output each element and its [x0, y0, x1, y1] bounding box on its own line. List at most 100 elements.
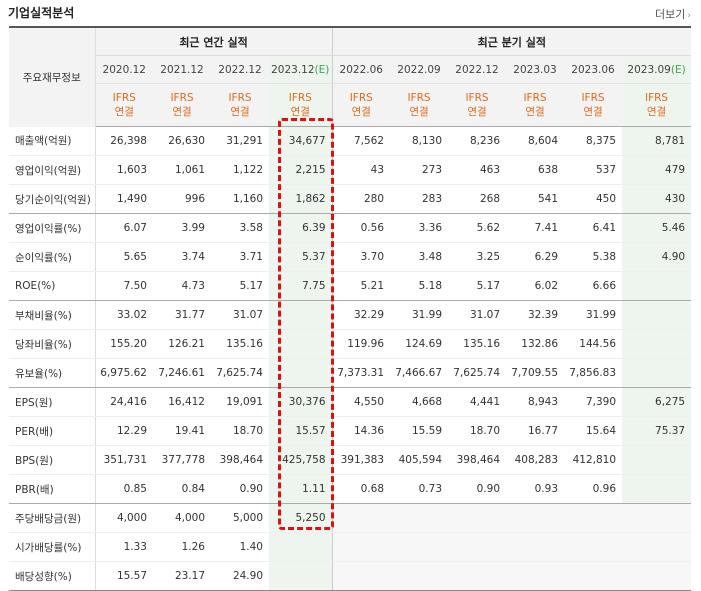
row-label: EPS(원): [9, 387, 96, 417]
value-cell: [390, 561, 449, 591]
value-cell: 0.56: [332, 213, 391, 243]
value-cell: 8,236: [448, 126, 507, 156]
period-label: 2023.03: [513, 63, 557, 76]
financial-summary-table: 주요재무정보 최근 연간 실적 최근 분기 실적 2020.12 2021.12 2…: [9, 26, 692, 591]
value-cell: 1.11: [269, 474, 333, 504]
value-cell: 16.77: [506, 416, 565, 446]
value-cell: 4.73: [153, 271, 211, 301]
value-cell: 1.40: [211, 532, 269, 562]
value-cell: 398,464: [448, 445, 507, 475]
value-cell: 7,373.31: [332, 358, 391, 388]
value-cell: 0.84: [153, 474, 211, 504]
value-cell: 412,810: [564, 445, 623, 475]
value-cell: 479: [622, 155, 692, 185]
value-cell: 0.90: [448, 474, 507, 504]
value-cell: 7,709.55: [506, 358, 565, 388]
value-cell: 0.85: [95, 474, 153, 504]
value-cell: 12.29: [95, 416, 153, 446]
consolidated-label: 연결: [467, 106, 487, 118]
ifrs-standard: IFRS: [645, 92, 669, 104]
period-header: 2023.03: [506, 55, 565, 84]
value-cell: 135.16: [211, 329, 269, 359]
period-label: 2021.12: [160, 63, 204, 76]
row-label: 순이익률(%): [9, 242, 96, 272]
ifrs-label: IFRS 연결: [211, 83, 269, 127]
value-cell: 6.66: [564, 271, 623, 301]
consolidated-label: 연결: [351, 106, 371, 118]
table-row: PER(배) 12.29 19.41 18.70 15.57 14.36 15.59 18.7…: [9, 416, 692, 446]
value-cell: [622, 445, 692, 475]
table-row: 당좌비율(%) 155.20 126.21 135.16 119.96 124.69 135…: [9, 329, 692, 359]
value-cell: 408,283: [506, 445, 565, 475]
value-cell: 15.57: [269, 416, 333, 446]
value-cell: [506, 561, 565, 591]
period-header: 2021.12: [153, 55, 211, 84]
value-cell: 5.65: [95, 242, 153, 272]
value-cell: 0.96: [564, 474, 623, 504]
section-title: 기업실적분석: [8, 6, 75, 20]
more-link[interactable]: 더보기 ›: [655, 6, 691, 22]
value-cell: [564, 561, 623, 591]
value-cell: 5,000: [211, 503, 269, 533]
value-cell: 15.59: [390, 416, 449, 446]
value-cell: 2,215: [269, 155, 333, 185]
value-cell: 26,398: [95, 126, 153, 156]
value-cell: [564, 503, 623, 533]
value-cell: 391,383: [332, 445, 391, 475]
value-cell: 405,594: [390, 445, 449, 475]
value-cell: 1.26: [153, 532, 211, 562]
value-cell: 26,630: [153, 126, 211, 156]
period-header: 2020.12: [95, 55, 153, 84]
value-cell: 377,778: [153, 445, 211, 475]
estimate-marker: (E): [314, 63, 330, 76]
table-row: 주당배당금(원) 4,000 4,000 5,000 5,250: [9, 503, 692, 533]
ifrs-label: IFRS 연결: [564, 83, 623, 127]
ifrs-standard: IFRS: [523, 92, 547, 104]
value-cell: 4,441: [448, 387, 507, 417]
value-cell: 1,603: [95, 155, 153, 185]
value-cell: 132.86: [506, 329, 565, 359]
value-cell: 0.68: [332, 474, 391, 504]
period-label: 2022.06: [339, 63, 383, 76]
quarter-group-header: 최근 분기 실적: [332, 26, 692, 56]
value-cell: 19,091: [211, 387, 269, 417]
value-cell: 18.70: [211, 416, 269, 446]
value-cell: 15.64: [564, 416, 623, 446]
value-cell: 7,390: [564, 387, 623, 417]
consolidated-label: 연결: [583, 106, 603, 118]
value-cell: 5.38: [564, 242, 623, 272]
value-cell: 7.41: [506, 213, 565, 243]
value-cell: 5.46: [622, 213, 692, 243]
consolidated-label: 연결: [409, 106, 429, 118]
value-cell: 6,975.62: [95, 358, 153, 388]
value-cell: [269, 300, 333, 330]
row-label: ROE(%): [9, 271, 96, 301]
value-cell: 1,061: [153, 155, 211, 185]
value-cell: 425,758: [269, 445, 333, 475]
value-cell: [269, 532, 333, 562]
value-cell: [448, 561, 507, 591]
value-cell: 1.33: [95, 532, 153, 562]
value-cell: [622, 532, 692, 562]
value-cell: 541: [506, 184, 565, 214]
consolidated-label: 연결: [646, 106, 667, 118]
value-cell: 126.21: [153, 329, 211, 359]
row-label: PBR(배): [9, 474, 96, 504]
value-cell: 4,550: [332, 387, 391, 417]
value-cell: 31.07: [448, 300, 507, 330]
value-cell: 30,376: [269, 387, 333, 417]
value-cell: 450: [564, 184, 623, 214]
value-cell: [332, 561, 391, 591]
period-header: 2022.12: [211, 55, 269, 84]
value-cell: 8,943: [506, 387, 565, 417]
table-row: 유보율(%) 6,975.62 7,246.61 7,625.74 7,373.31 7,…: [9, 358, 692, 388]
ifrs-label: IFRS 연결: [153, 83, 211, 127]
table-row: 매출액(억원) 26,398 26,630 31,291 34,677 7,562 8,13…: [9, 126, 692, 156]
value-cell: [506, 532, 565, 562]
row-label: 부채비율(%): [9, 300, 96, 330]
value-cell: 8,130: [390, 126, 449, 156]
ifrs-label: IFRS 연결: [332, 83, 391, 127]
period-label: 2023.09: [627, 63, 671, 76]
value-cell: [448, 503, 507, 533]
value-cell: 4,000: [95, 503, 153, 533]
